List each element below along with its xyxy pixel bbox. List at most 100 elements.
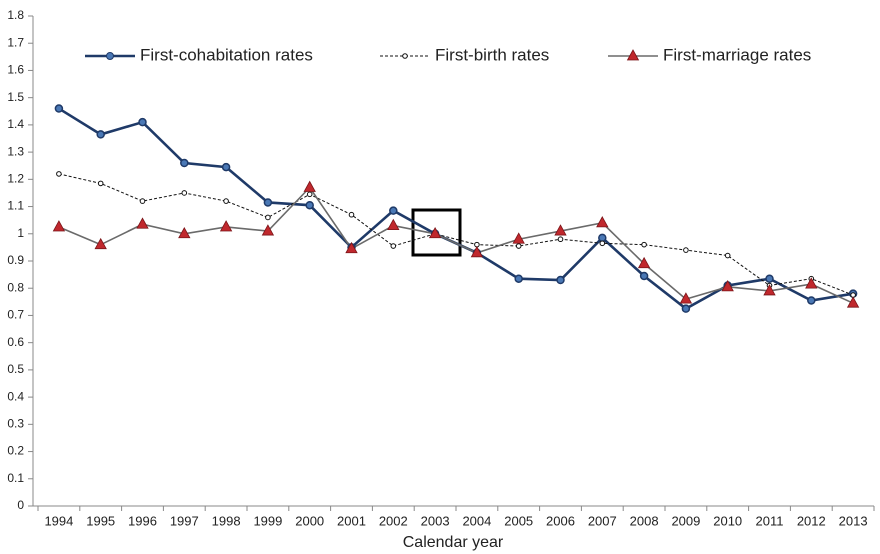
x-tick-label: 2004 xyxy=(462,513,491,528)
x-tick-label: 1996 xyxy=(128,513,157,528)
data-point xyxy=(180,158,189,168)
highlight-box xyxy=(411,208,462,257)
data-point xyxy=(387,218,400,231)
x-tick-label: 1999 xyxy=(253,513,282,528)
data-point xyxy=(136,217,149,229)
x-tick-label: 2001 xyxy=(337,513,366,528)
data-point xyxy=(512,232,525,244)
y-tick-label: 0 xyxy=(17,498,24,512)
data-point xyxy=(681,304,691,313)
legend-marker xyxy=(626,49,640,61)
x-tick-label: 2011 xyxy=(756,513,784,528)
data-point xyxy=(846,296,860,308)
data-point xyxy=(52,220,66,232)
legend-marker xyxy=(106,52,114,60)
y-tick-label: 0.7 xyxy=(7,308,24,322)
data-point xyxy=(515,243,522,249)
data-point xyxy=(389,206,398,215)
x-tick-label: 2000 xyxy=(295,513,324,528)
data-point xyxy=(261,224,275,236)
data-point xyxy=(721,280,734,292)
data-point xyxy=(724,252,731,259)
y-tick-label: 0.8 xyxy=(7,280,24,294)
data-point xyxy=(56,171,62,177)
data-point xyxy=(265,214,271,221)
data-point xyxy=(303,180,316,192)
data-point xyxy=(428,226,442,239)
data-point xyxy=(305,200,314,210)
data-point xyxy=(306,191,313,198)
y-tick-label: 1.1 xyxy=(7,199,24,213)
x-tick-label: 1998 xyxy=(212,513,241,528)
x-tick-label: 2007 xyxy=(588,513,617,528)
y-tick-label: 1.6 xyxy=(7,63,24,77)
x-tick-label: 2009 xyxy=(671,513,700,528)
data-point xyxy=(178,226,191,239)
data-point xyxy=(514,274,523,283)
y-tick-label: 1.8 xyxy=(7,8,24,22)
x-tick-label: 1997 xyxy=(170,513,199,528)
legend-label: First-birth rates xyxy=(435,45,549,64)
series-line xyxy=(58,186,854,304)
data-point xyxy=(221,162,231,172)
y-tick-label: 0.9 xyxy=(7,253,24,267)
data-point xyxy=(556,275,565,285)
legend: First-cohabitation rates First-birth rate… xyxy=(85,45,811,64)
x-tick-label: 2012 xyxy=(797,513,826,528)
data-point xyxy=(679,292,693,304)
data-point xyxy=(263,198,273,207)
y-tick-label: 1.4 xyxy=(7,117,24,131)
data-point xyxy=(599,240,606,247)
data-point xyxy=(805,277,818,289)
series-line xyxy=(58,173,854,296)
x-tick-label: 1995 xyxy=(86,513,115,528)
data-point xyxy=(138,117,147,127)
y-tick-label: 1.2 xyxy=(7,172,24,186)
y-tick-label: 1.7 xyxy=(7,35,24,49)
y-tick-label: 0.5 xyxy=(7,362,24,376)
data-point xyxy=(765,274,774,283)
data-point xyxy=(181,190,188,196)
x-tick-label: 2010 xyxy=(713,513,742,528)
y-tick-label: 1 xyxy=(17,226,24,240)
y-tick-label: 0.1 xyxy=(7,471,24,485)
x-tick-label: 2003 xyxy=(421,513,450,528)
x-tick-label: 2005 xyxy=(504,513,533,528)
legend-label: First-cohabitation rates xyxy=(140,45,313,64)
x-tick-label: 2008 xyxy=(630,513,659,528)
x-tick-label: 2002 xyxy=(379,513,408,528)
data-point xyxy=(807,296,816,305)
data-point xyxy=(470,246,484,258)
data-point xyxy=(348,211,355,218)
data-point xyxy=(139,198,146,204)
data-point xyxy=(223,198,229,204)
y-tick-label: 0.2 xyxy=(7,444,24,458)
data-point xyxy=(554,224,567,236)
data-point xyxy=(763,284,776,296)
data-point xyxy=(637,256,651,269)
data-point xyxy=(219,220,233,232)
x-tick-label: 2006 xyxy=(546,513,575,528)
legend-label: First-marriage rates xyxy=(663,45,811,64)
x-axis-title: Calendar year xyxy=(403,534,504,551)
data-point xyxy=(94,237,107,250)
data-point xyxy=(598,233,607,243)
data-point xyxy=(641,241,647,248)
y-tick-label: 0.3 xyxy=(7,417,24,431)
y-tick-label: 0.4 xyxy=(7,389,24,403)
data-point xyxy=(596,216,609,228)
legend-marker xyxy=(402,53,408,59)
x-tick-label: 2013 xyxy=(839,513,868,528)
data-point xyxy=(97,180,104,187)
data-point xyxy=(683,247,689,253)
y-tick-label: 1.3 xyxy=(7,144,24,158)
data-point xyxy=(390,243,397,249)
data-point xyxy=(96,130,105,139)
data-point xyxy=(54,104,64,113)
y-tick-label: 0.6 xyxy=(7,335,24,349)
y-tick-label: 1.5 xyxy=(7,90,24,104)
data-point xyxy=(557,236,564,243)
data-point xyxy=(639,271,649,281)
